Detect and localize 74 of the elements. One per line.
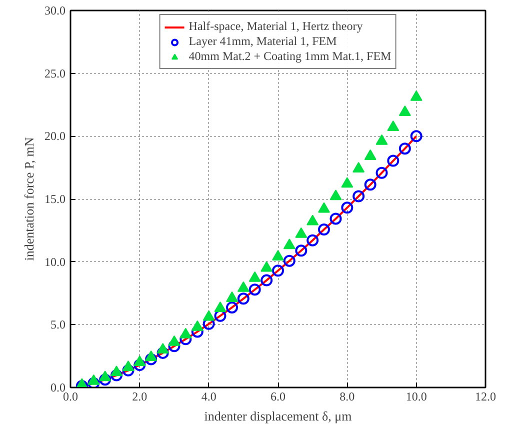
point bbox=[376, 166, 388, 179]
point bbox=[272, 250, 284, 260]
y-tick-label: 25.0 bbox=[44, 66, 66, 80]
point bbox=[88, 374, 100, 385]
y-axis-title: indentation force P, mN bbox=[22, 136, 36, 261]
point bbox=[398, 142, 411, 155]
point bbox=[214, 301, 226, 312]
point bbox=[122, 360, 134, 372]
point bbox=[99, 370, 112, 382]
point bbox=[398, 105, 411, 116]
x-tick-label: 2.0 bbox=[132, 390, 148, 404]
point bbox=[168, 335, 180, 346]
point bbox=[352, 190, 365, 202]
x-tick-label: 10.0 bbox=[406, 390, 427, 404]
point bbox=[410, 130, 422, 142]
point bbox=[283, 238, 296, 250]
point bbox=[318, 224, 330, 236]
legend-label: 40mm Mat.2 + Coating 1mm Mat.1, FEM bbox=[188, 49, 392, 64]
point bbox=[330, 212, 342, 225]
point bbox=[364, 178, 376, 191]
point bbox=[168, 340, 180, 352]
point bbox=[260, 274, 273, 286]
point bbox=[156, 346, 169, 359]
x-tick-label: 8.0 bbox=[340, 390, 355, 404]
point bbox=[156, 342, 169, 354]
point bbox=[248, 284, 261, 296]
x-tick-label: 12.0 bbox=[475, 390, 496, 404]
point bbox=[387, 154, 400, 167]
point bbox=[260, 261, 273, 272]
point bbox=[341, 202, 354, 214]
point bbox=[134, 359, 146, 371]
point bbox=[283, 254, 296, 267]
x-tick-label: 6.0 bbox=[270, 390, 286, 404]
point bbox=[318, 202, 330, 213]
point bbox=[410, 90, 422, 101]
point bbox=[110, 366, 122, 376]
y-tick-label: 10.0 bbox=[44, 254, 66, 269]
point bbox=[306, 234, 319, 246]
point bbox=[110, 369, 122, 382]
point bbox=[122, 364, 134, 376]
point bbox=[226, 301, 238, 314]
x-tick-label: 0.0 bbox=[63, 390, 78, 404]
y-tick-label: 5.0 bbox=[50, 318, 66, 332]
point bbox=[180, 328, 192, 338]
point bbox=[295, 227, 308, 238]
point bbox=[272, 264, 284, 277]
point bbox=[145, 353, 158, 366]
point bbox=[376, 134, 388, 145]
point bbox=[295, 244, 308, 257]
x-axis-title: indenter displacement δ, μm bbox=[204, 408, 352, 424]
point bbox=[202, 310, 215, 321]
legend-label: Layer 41mm, Material 1, FEM bbox=[188, 34, 337, 49]
point bbox=[191, 320, 204, 331]
point bbox=[180, 333, 192, 346]
point bbox=[145, 350, 158, 362]
y-tick-label: 20.0 bbox=[44, 129, 66, 144]
y-tick-label: 30.0 bbox=[44, 4, 66, 18]
y-tick-label: 0.0 bbox=[50, 380, 66, 394]
y-tick-label: 15.0 bbox=[44, 192, 66, 206]
point bbox=[352, 162, 365, 173]
point bbox=[134, 356, 146, 366]
point bbox=[237, 292, 250, 305]
point bbox=[248, 271, 261, 282]
point bbox=[226, 291, 238, 302]
point bbox=[364, 149, 376, 160]
point bbox=[341, 177, 354, 188]
point bbox=[387, 120, 400, 132]
legend-label: Half-space, Material 1, Hertz theory bbox=[188, 19, 363, 34]
point bbox=[237, 281, 250, 292]
point bbox=[191, 326, 204, 338]
point bbox=[99, 374, 112, 386]
point bbox=[306, 214, 319, 226]
x-tick-label: 4.0 bbox=[201, 390, 216, 404]
point bbox=[330, 190, 342, 200]
